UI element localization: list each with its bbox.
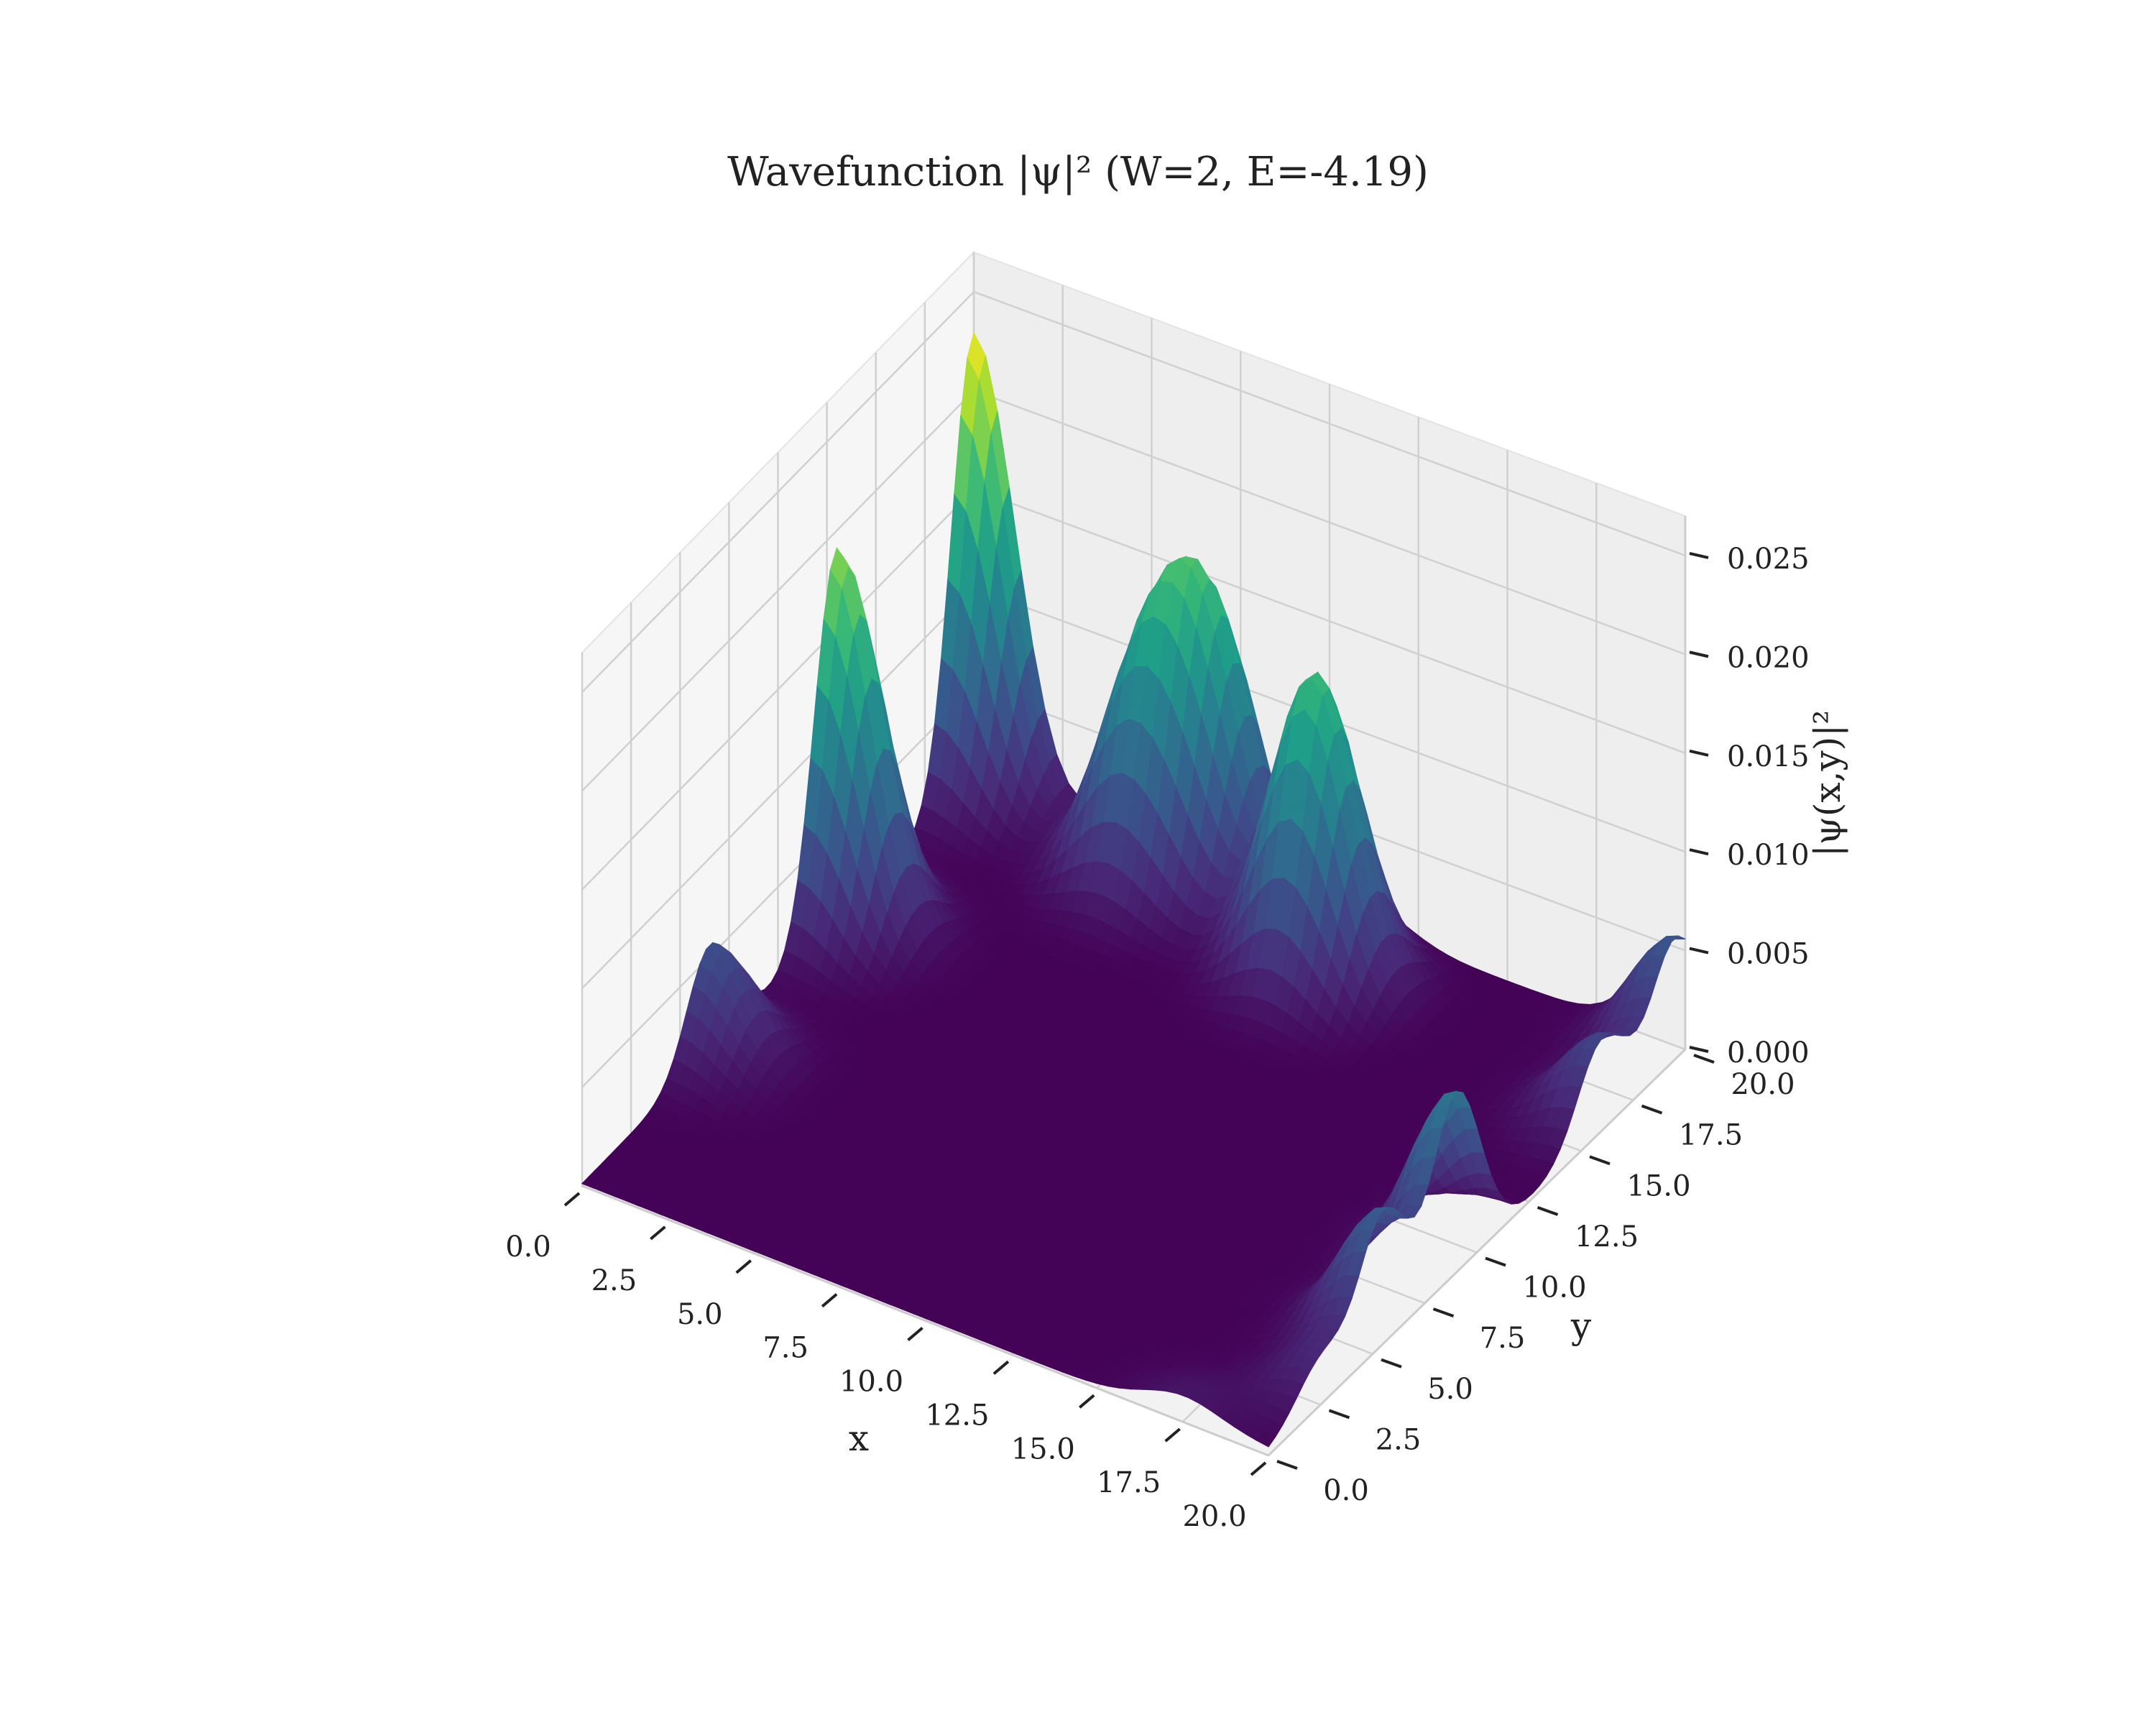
z-tick-mark bbox=[1689, 749, 1709, 757]
x-tick-mark bbox=[1078, 1394, 1095, 1409]
y-tick-label: 10.0 bbox=[1522, 1271, 1586, 1305]
y-tick-label: 15.0 bbox=[1626, 1169, 1690, 1202]
x-tick-mark bbox=[1250, 1461, 1267, 1476]
x-tick-mark bbox=[563, 1192, 581, 1207]
x-tick-label: 0.0 bbox=[505, 1230, 551, 1264]
y-tick-mark bbox=[1589, 1155, 1611, 1166]
y-axis-label: y bbox=[1570, 1305, 1592, 1347]
axis-ticks: 0.02.55.07.510.012.515.017.520.00.02.55.… bbox=[505, 543, 1809, 1533]
surface-plot bbox=[581, 331, 1686, 1448]
z-tick-mark bbox=[1689, 848, 1709, 856]
x-axis-line bbox=[581, 1184, 1269, 1457]
gridline bbox=[581, 488, 975, 891]
gridline bbox=[581, 587, 975, 990]
gridline bbox=[973, 488, 1686, 754]
y-tick-mark bbox=[1381, 1358, 1402, 1368]
x-tick-mark bbox=[1164, 1427, 1181, 1443]
axis-lines bbox=[581, 516, 1687, 1457]
y-tick-label: 5.0 bbox=[1427, 1373, 1473, 1406]
y-tick-label: 0.0 bbox=[1323, 1474, 1369, 1507]
y-axis-line bbox=[1267, 1048, 1687, 1457]
z-tick-label: 0.000 bbox=[1727, 1036, 1810, 1070]
z-tick-mark bbox=[1689, 650, 1709, 658]
y-tick-label: 2.5 bbox=[1376, 1423, 1422, 1456]
z-tick-label: 0.025 bbox=[1727, 543, 1810, 576]
x-tick-mark bbox=[650, 1225, 666, 1241]
y-tick-mark bbox=[1693, 1054, 1715, 1064]
surface-patch bbox=[1256, 1430, 1276, 1448]
y-tick-mark bbox=[1641, 1104, 1663, 1115]
x-tick-label: 12.5 bbox=[925, 1399, 989, 1432]
y-tick-mark bbox=[1432, 1307, 1455, 1318]
z-tick-mark bbox=[1689, 947, 1709, 954]
gridline bbox=[581, 390, 975, 792]
x-tick-mark bbox=[735, 1259, 752, 1274]
x-tick-label: 7.5 bbox=[763, 1332, 808, 1365]
x-tick-label: 2.5 bbox=[591, 1264, 637, 1297]
gridline bbox=[581, 686, 975, 1088]
y-tick-mark bbox=[1485, 1256, 1506, 1267]
z-tick-label: 0.005 bbox=[1727, 938, 1810, 971]
chart-title: Wavefunction |ψ|² (W=2, E=-4.19) bbox=[727, 149, 1429, 196]
x-tick-label: 10.0 bbox=[839, 1366, 903, 1399]
z-axis-label: |ψ(x,y)|² bbox=[1807, 710, 1848, 857]
y-tick-label: 20.0 bbox=[1731, 1068, 1795, 1101]
gridline bbox=[973, 390, 1686, 656]
y-tick-label: 7.5 bbox=[1480, 1322, 1526, 1355]
z-tick-label: 0.015 bbox=[1727, 740, 1810, 773]
x-tick-label: 20.0 bbox=[1182, 1500, 1246, 1533]
y-tick-mark bbox=[1537, 1205, 1559, 1216]
x-tick-mark bbox=[821, 1293, 838, 1308]
x-tick-label: 5.0 bbox=[677, 1298, 723, 1331]
gridline bbox=[973, 290, 1686, 557]
y-tick-mark bbox=[1276, 1460, 1298, 1470]
y-tick-label: 17.5 bbox=[1679, 1119, 1743, 1152]
z-tick-mark bbox=[1689, 1046, 1709, 1053]
y-tick-mark bbox=[1328, 1409, 1350, 1420]
x-tick-mark bbox=[992, 1360, 1010, 1375]
x-tick-label: 17.5 bbox=[1097, 1466, 1161, 1499]
x-tick-label: 15.0 bbox=[1011, 1432, 1075, 1466]
z-tick-label: 0.010 bbox=[1727, 839, 1810, 872]
z-tick-mark bbox=[1689, 552, 1709, 559]
y-tick-label: 12.5 bbox=[1575, 1220, 1639, 1254]
z-tick-label: 0.020 bbox=[1727, 641, 1810, 674]
gridline bbox=[581, 291, 975, 693]
x-tick-mark bbox=[907, 1326, 923, 1342]
x-axis-label: x bbox=[849, 1417, 869, 1459]
